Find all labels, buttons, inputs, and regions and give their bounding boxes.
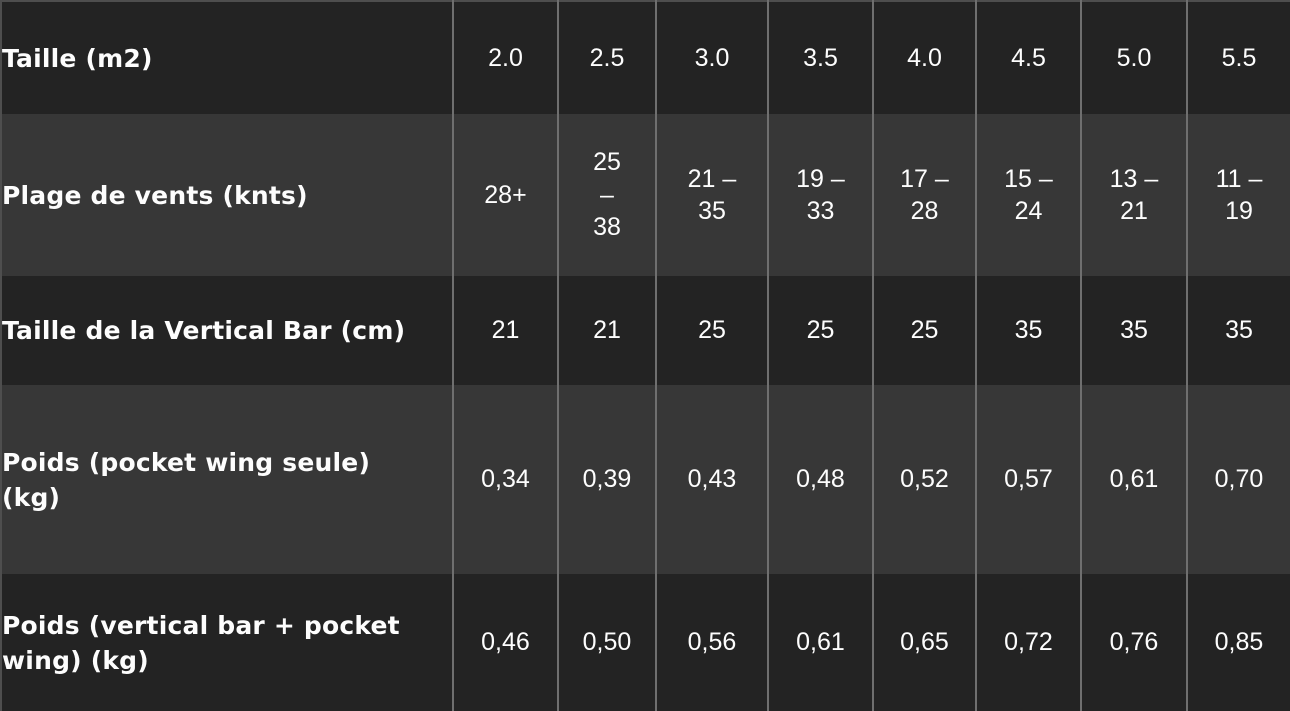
table-cell: 0,76 <box>1080 574 1187 711</box>
table-cell: 0,50 <box>557 574 656 711</box>
row-label: Taille (m2) <box>1 1 453 114</box>
column-header: 5.0 <box>1080 1 1187 114</box>
row-label: Taille de la Vertical Bar (cm) <box>1 276 453 385</box>
table-cell: 35 <box>975 276 1081 385</box>
table-cell: 19 – 33 <box>767 114 873 276</box>
table-cell: 0,34 <box>452 385 558 574</box>
column-header: 3.0 <box>655 1 768 114</box>
table-cell: 25 <box>655 276 768 385</box>
table-cell: 35 <box>1080 276 1187 385</box>
table-cell: 0,46 <box>452 574 558 711</box>
table-row-sizes: Taille (m2) 2.0 2.5 3.0 3.5 4.0 4.5 5.0 … <box>1 1 1290 114</box>
table-cell: 0,43 <box>655 385 768 574</box>
table-cell: 0,57 <box>975 385 1081 574</box>
table-cell: 0,70 <box>1186 385 1290 574</box>
table-cell: 0,48 <box>767 385 873 574</box>
table-cell: 15 – 24 <box>975 114 1081 276</box>
table-cell: 21 – 35 <box>655 114 768 276</box>
column-header: 2.0 <box>452 1 558 114</box>
table-cell: 0,72 <box>975 574 1081 711</box>
table-row-vertical-bar-size: Taille de la Vertical Bar (cm) 21 21 25 … <box>1 276 1290 385</box>
table-cell: 28+ <box>452 114 558 276</box>
table-cell: 25 <box>872 276 976 385</box>
table-row-weight-with-bar: Poids (vertical bar + pocket wing) (kg) … <box>1 574 1290 711</box>
table-cell: 0,61 <box>767 574 873 711</box>
table-cell: 17 – 28 <box>872 114 976 276</box>
table-cell: 0,65 <box>872 574 976 711</box>
table-cell: 21 <box>452 276 558 385</box>
column-header: 2.5 <box>557 1 656 114</box>
table-cell: 25 <box>767 276 873 385</box>
row-label: Plage de vents (knts) <box>1 114 453 276</box>
table-cell: 13 – 21 <box>1080 114 1187 276</box>
table-cell: 25 – 38 <box>557 114 656 276</box>
row-label: Poids (vertical bar + pocket wing) (kg) <box>1 574 453 711</box>
row-label: Poids (pocket wing seule) (kg) <box>1 385 453 574</box>
table-cell: 0,85 <box>1186 574 1290 711</box>
table-cell: 0,56 <box>655 574 768 711</box>
column-header: 5.5 <box>1186 1 1290 114</box>
table-cell: 35 <box>1186 276 1290 385</box>
column-header: 3.5 <box>767 1 873 114</box>
table-cell: 0,61 <box>1080 385 1187 574</box>
table-row-wind-range: Plage de vents (knts) 28+ 25 – 38 21 – 3… <box>1 114 1290 276</box>
table-cell: 0,52 <box>872 385 976 574</box>
column-header: 4.5 <box>975 1 1081 114</box>
table-row-weight-wing-only: Poids (pocket wing seule) (kg) 0,34 0,39… <box>1 385 1290 574</box>
table-cell: 21 <box>557 276 656 385</box>
table-cell: 0,39 <box>557 385 656 574</box>
column-header: 4.0 <box>872 1 976 114</box>
table-cell: 11 – 19 <box>1186 114 1290 276</box>
